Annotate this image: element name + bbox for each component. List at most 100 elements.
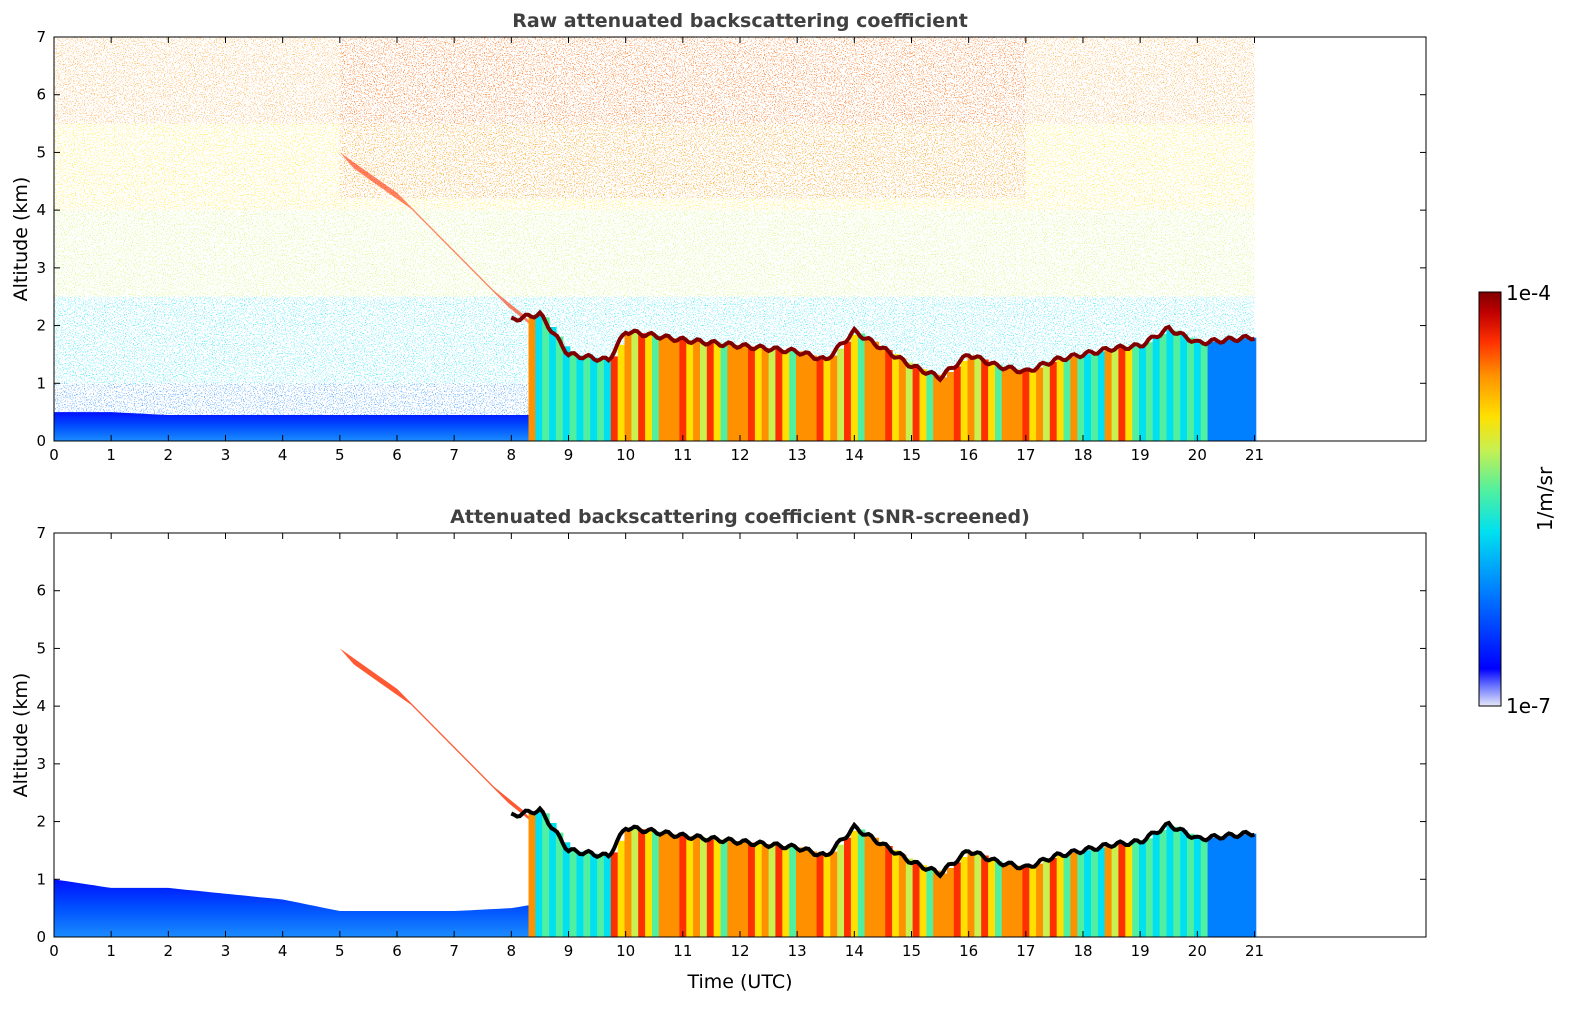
raw-cbl-column: [727, 344, 735, 441]
snr-cbl-column: [1248, 833, 1257, 937]
snr-cbl-column: [1166, 825, 1174, 937]
snr-y-tick-label: 0: [36, 928, 46, 946]
raw-cbl-column: [933, 374, 941, 441]
snr-x-tick-label: 3: [221, 942, 231, 960]
snr-cbl-column: [1022, 867, 1030, 937]
raw-cbl-column: [809, 355, 818, 441]
snr-cbl-column: [1221, 836, 1229, 937]
snr-cbl-column: [789, 846, 797, 937]
raw-cbl-column: [926, 372, 934, 441]
raw-cbl-column: [734, 345, 742, 441]
raw-heatmap-data: [54, 37, 1257, 441]
raw-cbl-column: [789, 350, 797, 441]
raw-cbl-column: [1077, 355, 1085, 441]
raw-cbl-column: [995, 365, 1003, 441]
snr-panel: Attenuated backscattering coefficient (S…: [10, 506, 1427, 993]
raw-cbl-column: [1097, 351, 1106, 441]
snr-cbl-column: [1118, 844, 1126, 937]
raw-cbl-column: [871, 341, 879, 441]
snr-cbl-column: [768, 844, 777, 937]
raw-cbl-column: [528, 316, 536, 441]
raw-cbl-column: [796, 351, 804, 441]
snr-cbl-column: [946, 868, 955, 937]
raw-cbl-column: [912, 366, 921, 441]
raw-cbl-column: [706, 342, 715, 441]
snr-x-tick-label: 0: [49, 942, 59, 960]
snr-x-tick-label: 6: [392, 942, 402, 960]
raw-cbl-column: [892, 354, 900, 441]
snr-cbl-column: [590, 853, 598, 937]
raw-cbl-column: [1132, 346, 1140, 441]
snr-cbl-column: [1200, 838, 1209, 937]
raw-cbl-column: [645, 334, 653, 441]
snr-y-tick-label: 6: [36, 582, 46, 600]
snr-x-ticks: 0 1 2 3 4 5 6 7 8 9 10 11 12 13 14 15 16 17 18 19 20 21: [49, 533, 1264, 960]
raw-boundary-layer: [54, 412, 529, 441]
snr-cbl-column: [542, 813, 550, 937]
snr-cbl-column: [549, 823, 557, 937]
snr-cloud-layer: [510, 805, 1255, 879]
raw-x-tick-label: 1: [106, 446, 116, 464]
snr-cbl-column: [686, 836, 694, 937]
snr-cbl-column: [1036, 863, 1044, 937]
raw-cbl-column: [713, 343, 722, 441]
raw-cbl-column: [898, 358, 907, 441]
colorbar-max-label: 1e-4: [1506, 281, 1551, 305]
snr-cbl-column: [1029, 866, 1037, 937]
raw-x-tick-label: 3: [221, 446, 231, 464]
raw-cbl-column: [1221, 340, 1229, 441]
raw-cbl-column: [549, 327, 557, 441]
snr-x-tick-label: 8: [507, 942, 517, 960]
raw-cbl-column: [885, 350, 893, 441]
snr-y-tick-label: 5: [36, 639, 46, 657]
snr-cbl-column: [892, 850, 900, 937]
snr-x-tick-label: 16: [959, 942, 978, 960]
raw-cbl-column: [576, 355, 584, 441]
raw-cbl-column: [603, 359, 612, 441]
raw-cbl-column: [1248, 337, 1257, 441]
raw-x-tick-label: 11: [673, 446, 692, 464]
snr-cbl-column: [960, 856, 969, 937]
snr-cbl-column: [885, 846, 893, 937]
raw-cbl-column: [652, 335, 660, 441]
snr-cbl-column: [933, 870, 941, 937]
raw-cbl-column: [768, 348, 777, 441]
snr-cbl-column: [1070, 853, 1078, 937]
raw-panel-title: Raw attenuated backscattering coefficien…: [512, 10, 968, 32]
raw-cbl-column: [583, 356, 591, 441]
snr-cbl-column: [569, 850, 578, 937]
snr-cbl-column: [1207, 837, 1216, 937]
raw-cbl-column: [1125, 347, 1133, 441]
raw-x-ticks: 0 1 2 3 4 5 6 7 8 9 10 11 12 13 14 15 16 17 18 19 20 21: [49, 37, 1264, 464]
snr-cbl-column: [645, 830, 653, 937]
snr-cbl-column: [1084, 850, 1092, 937]
raw-cbl-column: [754, 347, 763, 441]
snr-cbl-column: [665, 833, 674, 937]
snr-cbl-column: [905, 858, 914, 937]
raw-cbl-column: [878, 345, 886, 441]
colorbar-gradient: [1478, 291, 1502, 707]
raw-x-tick-label: 21: [1245, 446, 1264, 464]
snr-cbl-column: [1049, 858, 1058, 937]
snr-cbl-column: [597, 854, 605, 937]
x-axis-label: Time (UTC): [686, 971, 792, 993]
snr-cbl-column: [1015, 865, 1023, 937]
raw-cbl-column: [953, 366, 962, 441]
raw-cbl-column: [1049, 362, 1058, 441]
snr-cbl-column: [796, 847, 804, 937]
snr-cbl-column: [1104, 846, 1113, 937]
snr-cbl-column: [1187, 833, 1195, 937]
snr-cbl-column: [720, 839, 729, 937]
raw-x-tick-label: 13: [788, 446, 807, 464]
raw-sky-noise: [54, 37, 1255, 441]
raw-y-tick-label: 2: [36, 317, 46, 335]
raw-cbl-column: [981, 359, 989, 441]
snr-x-tick-label: 9: [564, 942, 574, 960]
snr-x-tick-label: 15: [902, 942, 921, 960]
raw-cbl-column: [638, 333, 646, 441]
raw-upper-noise: [339, 37, 1026, 199]
raw-x-tick-label: 5: [335, 446, 345, 464]
snr-cbl-column: [679, 835, 687, 937]
raw-x-tick-label: 10: [616, 446, 635, 464]
